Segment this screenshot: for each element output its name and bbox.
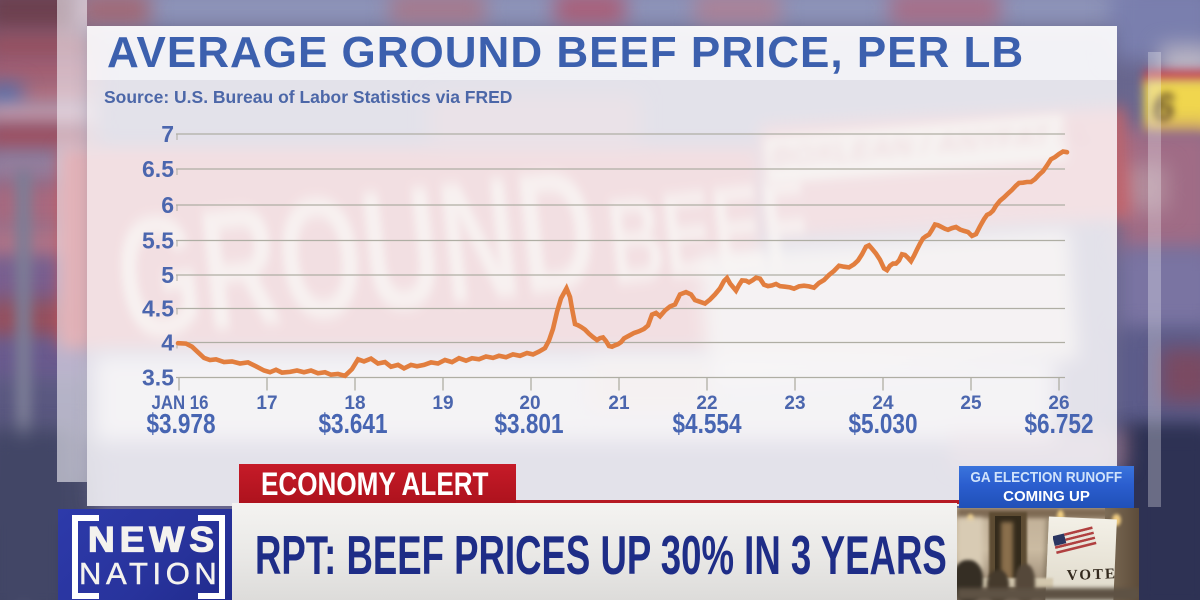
svg-text:22: 22 [696,393,717,414]
svg-text:7: 7 [161,121,174,147]
svg-text:6.5: 6.5 [142,156,174,182]
svg-text:17: 17 [256,393,277,414]
svg-text:$5.030: $5.030 [849,408,918,439]
svg-text:$6.752: $6.752 [1025,408,1094,439]
svg-text:20: 20 [519,393,540,414]
svg-text:VOTE: VOTE [1067,566,1115,584]
svg-text:$3.801: $3.801 [495,408,564,439]
svg-text:3.5: 3.5 [142,365,174,391]
svg-text:JAN 16: JAN 16 [152,393,209,414]
svg-text:21: 21 [608,393,630,414]
svg-text:5.5: 5.5 [142,228,174,254]
svg-text:$3.978: $3.978 [147,408,216,439]
svg-text:18: 18 [344,393,365,414]
svg-text:25: 25 [960,393,982,414]
svg-text:26: 26 [1048,393,1069,414]
svg-text:4: 4 [161,330,174,356]
svg-text:23: 23 [784,393,805,414]
svg-text:5: 5 [161,262,174,288]
svg-text:24: 24 [872,393,894,414]
svg-text:4.5: 4.5 [142,296,174,322]
svg-text:$3.641: $3.641 [319,408,388,439]
svg-text:6: 6 [161,192,174,218]
svg-text:19: 19 [432,393,453,414]
svg-text:$4.554: $4.554 [673,408,742,439]
